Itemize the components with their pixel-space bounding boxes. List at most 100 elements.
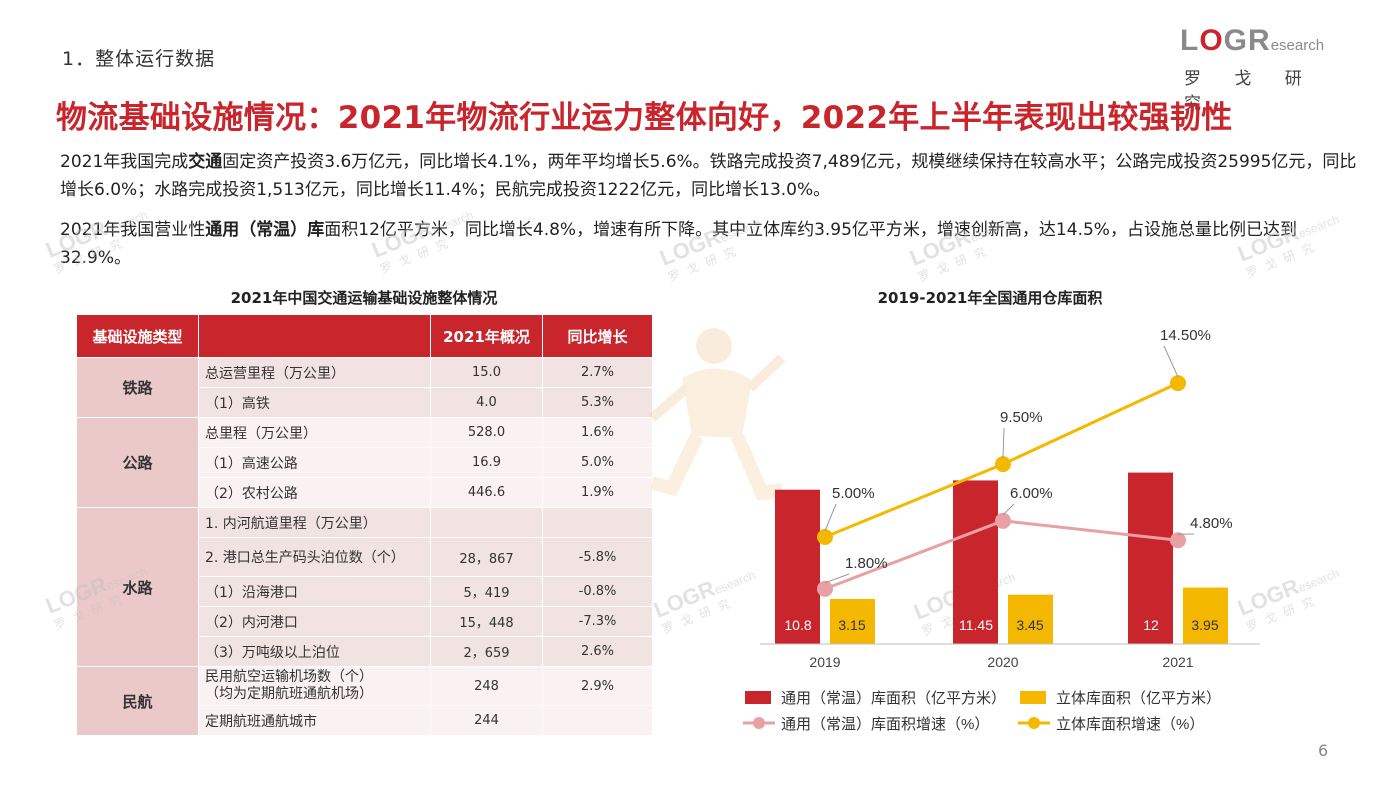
line-value-label: 4.80% bbox=[1190, 515, 1233, 532]
line-value-label: 9.50% bbox=[1000, 409, 1043, 426]
overview-cell: 2，659 bbox=[430, 636, 543, 667]
item-cell: 1. 内河航道里程（万公里） bbox=[198, 507, 431, 538]
bar-value-label: 11.45 bbox=[959, 617, 993, 633]
section-heading: 1．整体运行数据 bbox=[62, 48, 216, 70]
item-cell: （1）高铁 bbox=[198, 387, 431, 418]
line-point bbox=[817, 580, 833, 597]
bar-general-warehouse bbox=[775, 489, 820, 644]
overview-cell bbox=[430, 507, 543, 538]
growth-cell: 2.9% bbox=[542, 666, 653, 706]
line-point bbox=[995, 512, 1011, 529]
item-cell: 定期航班通航城市 bbox=[198, 705, 431, 736]
bar-general-warehouse bbox=[1128, 472, 1173, 644]
paragraph-transport-investment: 2021年我国完成交通固定资产投资3.6万亿元，同比增长4.1%，两年平均增长5… bbox=[60, 152, 1357, 200]
label-leader-line bbox=[824, 503, 837, 532]
bar-automated-warehouse bbox=[830, 599, 875, 644]
table-header-row: 基础设施类型 2021年概况 同比增长 bbox=[76, 314, 653, 358]
overview-cell: 4.0 bbox=[430, 387, 543, 418]
growth-cell: -7.3% bbox=[542, 606, 653, 637]
category-cell: 水路 bbox=[76, 507, 199, 667]
growth-cell: -0.8% bbox=[542, 576, 653, 607]
growth-cell: 2.7% bbox=[542, 357, 653, 388]
legend-swatch bbox=[1020, 691, 1046, 704]
table-row: （1）沿海港口 5，419 -0.8% bbox=[77, 576, 653, 607]
growth-cell: 2.6% bbox=[542, 636, 653, 667]
item-cell: （2）农村公路 bbox=[198, 477, 431, 508]
table-row: （2）内河港口 15，448 -7.3% bbox=[77, 606, 653, 637]
table-row: 民航 民用航空运输机场数（个） （均为定期航班通航机场） 248 2.9% bbox=[76, 666, 653, 736]
overview-cell: 248 bbox=[430, 666, 543, 706]
table-title: 2021年中国交通运输基础设施整体情况 bbox=[230, 289, 498, 307]
page-title: 物流基础设施情况：2021年物流行业运力整体向好，2022年上半年表现出较强韧性 bbox=[56, 100, 1233, 136]
category-cell: 铁路 bbox=[76, 357, 199, 418]
line-value-label: 14.50% bbox=[1160, 327, 1211, 344]
bar-general-warehouse bbox=[953, 480, 998, 644]
logo-wordmark: LOGResearch bbox=[1180, 24, 1325, 57]
infrastructure-table: 基础设施类型 2021年概况 同比增长 铁路 总运营里程（万公里） 15.0 2.7%… bbox=[76, 314, 653, 736]
header-growth: 同比增长 bbox=[542, 314, 653, 358]
table-row: 水路 1. 内河航道里程（万公里） bbox=[76, 507, 653, 667]
bar-value-label: 3.45 bbox=[1016, 617, 1043, 633]
x-tick-label: 2020 bbox=[987, 654, 1018, 670]
bar-value-label: 3.15 bbox=[838, 617, 865, 633]
legend-label: 立体库面积增速（%） bbox=[1056, 716, 1204, 733]
bar-automated-warehouse bbox=[1183, 587, 1228, 644]
item-cell: 总里程（万公里） bbox=[198, 417, 431, 448]
bar-value-label: 3.95 bbox=[1191, 617, 1218, 633]
growth-cell: 1.6% bbox=[542, 417, 653, 448]
overview-cell: 244 bbox=[430, 705, 543, 736]
growth-cell: 1.9% bbox=[542, 477, 653, 508]
item-cell: 总运营里程（万公里） bbox=[198, 357, 431, 388]
legend-label: 通用（常温）库面积增速（%） bbox=[781, 716, 989, 733]
label-leader-line bbox=[1002, 427, 1005, 459]
category-cell: 公路 bbox=[76, 417, 199, 508]
line-value-label: 6.00% bbox=[1010, 485, 1053, 502]
table-row: 公路 总里程（万公里） 528.0 1.6% bbox=[76, 417, 653, 508]
growth-cell: -5.8% bbox=[542, 537, 653, 577]
item-cell: （2）内河港口 bbox=[198, 606, 431, 637]
overview-cell: 5，419 bbox=[430, 576, 543, 607]
item-cell: （3）万吨级以上泊位 bbox=[198, 636, 431, 667]
item-cell: 民用航空运输机场数（个） （均为定期航班通航机场） bbox=[198, 666, 431, 706]
line-value-label: 1.80% bbox=[845, 555, 888, 572]
warehouse-area-chart: 10.8 3.15 2019 11.45 3.45 2020 12 3.95 2021 1.80%… bbox=[743, 327, 1260, 733]
bar-value-label: 12 bbox=[1143, 617, 1159, 633]
line-point bbox=[817, 529, 833, 545]
legend-swatch bbox=[753, 717, 765, 729]
table-row: （2）农村公路 446.6 1.9% bbox=[77, 477, 653, 508]
growth-cell bbox=[542, 507, 653, 538]
header-item bbox=[198, 314, 431, 358]
legend-swatch bbox=[1028, 717, 1040, 729]
logo-chinese-name: 罗 戈 研 究 bbox=[1184, 69, 1316, 114]
item-cell: （1）高速公路 bbox=[198, 447, 431, 478]
line-point bbox=[995, 456, 1011, 473]
table-row: 定期航班通航城市 244 bbox=[77, 705, 653, 736]
page-number: 6 bbox=[1318, 741, 1329, 760]
growth-cell: 5.3% bbox=[542, 387, 653, 418]
table-row: （3）万吨级以上泊位 2，659 2.6% bbox=[77, 636, 653, 667]
item-cell: （1）沿海港口 bbox=[198, 576, 431, 607]
label-leader-line bbox=[1163, 345, 1179, 378]
category-cell: 民航 bbox=[76, 666, 199, 736]
overview-cell: 28，867 bbox=[430, 537, 543, 577]
x-tick-label: 2019 bbox=[809, 654, 840, 670]
running-person-illustration bbox=[648, 328, 786, 501]
brand-logo: LOGResearch 罗 戈 研 究 bbox=[1178, 24, 1358, 114]
table-row: 铁路 总运营里程（万公里） 15.0 2.7% bbox=[76, 357, 653, 418]
legend-label: 立体库面积（亿平方米） bbox=[1056, 690, 1221, 707]
overview-cell: 15，448 bbox=[430, 606, 543, 637]
table-row: 2. 港口总生产码头泊位数（个） 28，867 -5.8% bbox=[77, 537, 653, 577]
line-value-label: 5.00% bbox=[832, 485, 875, 502]
overview-cell: 528.0 bbox=[430, 417, 543, 448]
paragraph-warehouse-area: 2021年我国营业性通用（常温）库面积12亿平方米，同比增长4.8%，增速有所下… bbox=[60, 220, 1297, 268]
line-point bbox=[1170, 375, 1186, 392]
overview-cell: 16.9 bbox=[430, 447, 543, 478]
header-overview: 2021年概况 bbox=[430, 314, 543, 358]
legend-label: 通用（常温）库面积（亿平方米） bbox=[781, 690, 1006, 707]
label-leader-line bbox=[824, 573, 850, 584]
line-point bbox=[1170, 532, 1186, 549]
table-body: 铁路 总运营里程（万公里） 15.0 2.7% （1）高铁 4.0 5.3% 公路 总里程（万公… bbox=[76, 357, 653, 736]
chart-title: 2019-2021年全国通用仓库面积 bbox=[877, 289, 1103, 307]
header-type: 基础设施类型 bbox=[76, 314, 199, 358]
bar-automated-warehouse bbox=[1008, 594, 1053, 644]
